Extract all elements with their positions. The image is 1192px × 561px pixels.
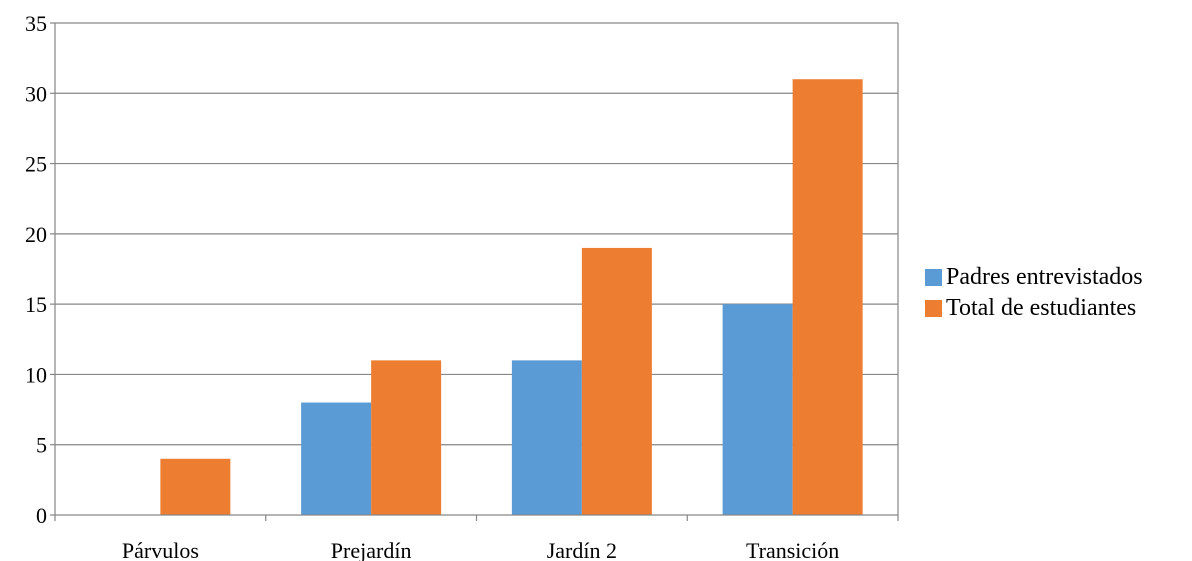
bars	[160, 79, 863, 515]
bar-total-1	[371, 360, 442, 515]
legend-swatch-total	[925, 300, 942, 317]
y-tick-label: 5	[36, 433, 47, 458]
legend: Padres entrevistados Total de estudiante…	[925, 262, 1143, 324]
y-tick-labels: 0 5 10 15 20 25 30 35	[25, 11, 47, 528]
y-tick-label: 0	[36, 503, 47, 528]
y-tick-label: 25	[25, 152, 47, 177]
legend-swatch-padres	[925, 269, 942, 286]
bar-total-2	[581, 247, 652, 515]
legend-label-padres: Padres entrevistados	[946, 264, 1143, 290]
y-tick-label: 30	[25, 81, 47, 106]
bar-padres-2	[511, 360, 582, 515]
y-tick-label: 20	[25, 222, 47, 247]
gridlines	[55, 22, 898, 446]
axes	[50, 22, 899, 521]
x-tick-label: Párvulos	[122, 538, 199, 561]
x-tick-labels: Párvulos Prejardín Jardín 2 Transición	[122, 538, 839, 561]
y-tick-label: 10	[25, 362, 47, 387]
bar-padres-3	[722, 304, 793, 515]
bar-total-0	[160, 458, 231, 515]
y-tick-label: 35	[25, 11, 47, 36]
y-tick-label: 15	[25, 292, 47, 317]
legend-item-padres: Padres entrevistados	[925, 262, 1143, 293]
x-tick-label: Jardín 2	[547, 538, 617, 561]
x-tick-label: Prejardín	[331, 538, 412, 561]
legend-label-total: Total de estudiantes	[946, 295, 1137, 321]
x-tick-label: Transición	[746, 538, 839, 561]
bar-total-3	[792, 79, 863, 515]
legend-item-total: Total de estudiantes	[925, 293, 1143, 324]
bar-padres-1	[301, 402, 372, 515]
